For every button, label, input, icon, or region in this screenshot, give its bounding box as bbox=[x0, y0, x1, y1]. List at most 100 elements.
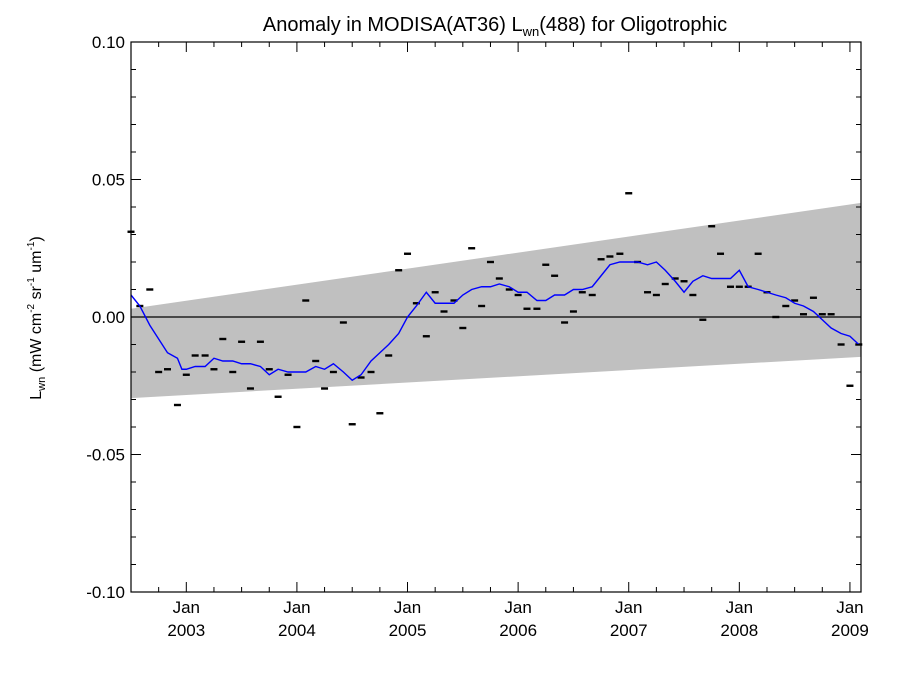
data-point bbox=[495, 277, 503, 280]
data-point bbox=[146, 288, 154, 291]
data-point bbox=[339, 321, 347, 324]
data-point bbox=[818, 313, 826, 316]
x-tick-label-year: 2003 bbox=[167, 621, 205, 640]
data-point bbox=[542, 263, 550, 266]
y-axis-label-units-mid2: um bbox=[28, 251, 45, 278]
x-tick-label-month: Jan bbox=[394, 598, 421, 617]
data-point bbox=[450, 299, 458, 302]
data-point bbox=[652, 293, 660, 297]
x-tick-label-month: Jan bbox=[726, 598, 753, 617]
data-point bbox=[376, 412, 384, 415]
data-point bbox=[329, 370, 337, 374]
data-point bbox=[395, 269, 403, 272]
chart-title-suffix: (488) for Oligotrophic bbox=[539, 14, 727, 36]
data-point bbox=[735, 285, 743, 288]
data-point bbox=[412, 302, 420, 305]
data-point bbox=[385, 354, 393, 357]
axis-ticks bbox=[131, 41, 861, 593]
x-tick-label-month: Jan bbox=[615, 598, 642, 617]
data-point bbox=[569, 310, 577, 313]
data-point bbox=[274, 395, 282, 398]
data-point bbox=[238, 340, 246, 343]
data-point bbox=[754, 252, 762, 255]
data-point bbox=[486, 260, 494, 264]
x-tick-label-year: 2007 bbox=[610, 621, 648, 640]
data-point bbox=[422, 335, 430, 338]
data-point bbox=[348, 423, 356, 426]
data-point bbox=[293, 425, 301, 429]
data-point bbox=[173, 403, 181, 407]
confidence-band bbox=[131, 202, 861, 399]
data-point bbox=[689, 293, 697, 297]
y-axis-label-exp3: -1 bbox=[26, 241, 37, 250]
y-tick-label: -0.05 bbox=[86, 446, 125, 465]
monthly-points bbox=[127, 192, 863, 429]
data-point bbox=[717, 252, 725, 255]
data-point bbox=[578, 291, 586, 294]
data-point bbox=[201, 354, 209, 357]
x-tick-label-month: Jan bbox=[836, 598, 863, 617]
x-tick-label-month: Jan bbox=[283, 598, 310, 617]
y-axis-label-exp1: -2 bbox=[26, 303, 37, 312]
data-point bbox=[191, 354, 199, 357]
chart-title: Anomaly in MODISA(AT36) Lwn(488) for Oli… bbox=[263, 14, 727, 39]
data-point bbox=[210, 368, 218, 371]
data-point bbox=[699, 318, 707, 321]
data-point bbox=[312, 359, 320, 363]
data-point bbox=[791, 299, 799, 302]
y-axis-label-units-close: ) bbox=[28, 236, 45, 241]
y-tick-label: 0.10 bbox=[92, 33, 125, 52]
y-tick-label: 0.00 bbox=[92, 308, 125, 327]
data-point bbox=[644, 291, 652, 294]
x-tick-label-year: 2009 bbox=[831, 621, 869, 640]
data-point bbox=[321, 387, 329, 390]
y-axis-label-symbol: L bbox=[28, 391, 45, 400]
data-point bbox=[782, 304, 790, 308]
data-point bbox=[588, 293, 596, 297]
smoothed-line bbox=[130, 261, 860, 382]
x-tick-label-year: 2006 bbox=[499, 621, 537, 640]
data-point bbox=[514, 293, 522, 297]
y-axis-label-exp2: -1 bbox=[26, 277, 37, 286]
data-point bbox=[726, 285, 734, 288]
data-point bbox=[625, 192, 633, 195]
x-tick-label-year: 2005 bbox=[389, 621, 427, 640]
x-tick-label-year: 2004 bbox=[278, 621, 316, 640]
y-tick-label: -0.10 bbox=[86, 583, 125, 602]
data-point bbox=[357, 376, 365, 379]
data-point bbox=[246, 387, 254, 390]
y-axis-label-symbol-sub: wn bbox=[36, 377, 48, 392]
data-point bbox=[616, 252, 624, 255]
data-point bbox=[459, 326, 467, 330]
data-point bbox=[680, 280, 688, 283]
data-point bbox=[597, 258, 605, 261]
data-point bbox=[827, 313, 835, 316]
data-point bbox=[164, 368, 171, 371]
x-tick-label-year: 2008 bbox=[720, 621, 758, 640]
y-tick-label: 0.05 bbox=[92, 171, 125, 190]
data-point bbox=[182, 373, 190, 376]
data-point bbox=[561, 321, 569, 324]
data-point bbox=[367, 370, 375, 374]
y-axis-label: Lwn (mW cm-2 sr-1 um-1) bbox=[26, 236, 48, 399]
data-point bbox=[229, 370, 237, 374]
x-tick-label-month: Jan bbox=[173, 598, 200, 617]
data-point bbox=[809, 296, 817, 299]
data-point bbox=[606, 255, 614, 258]
data-point bbox=[661, 282, 669, 286]
data-point bbox=[404, 252, 412, 255]
data-point bbox=[284, 373, 292, 376]
y-axis-label-units-open: (mW cm bbox=[28, 313, 45, 377]
data-point bbox=[772, 315, 780, 319]
y-axis-tick-labels: -0.10 -0.05 0.00 0.05 0.10 bbox=[86, 33, 125, 602]
chart-title-prefix: Anomaly in MODISA(AT36) L bbox=[263, 14, 523, 36]
data-point bbox=[219, 337, 227, 341]
data-point bbox=[256, 340, 264, 343]
data-point bbox=[533, 307, 541, 310]
data-point bbox=[551, 274, 559, 277]
data-point bbox=[799, 313, 807, 316]
data-point bbox=[440, 310, 448, 313]
data-point bbox=[837, 343, 845, 346]
data-point bbox=[846, 384, 854, 387]
